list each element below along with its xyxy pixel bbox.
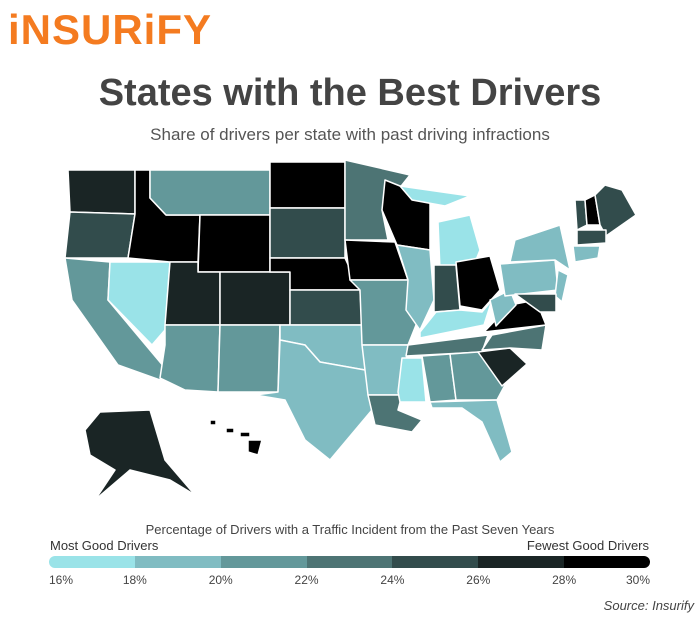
state-NM: [217, 324, 281, 393]
state-shape-NJ: [554, 269, 569, 303]
state-IN: [433, 264, 461, 313]
state-MS: [397, 357, 427, 403]
source-note: Source: Insurify: [603, 598, 694, 613]
legend-bin-24-26%: [392, 556, 479, 568]
state-FL: [429, 399, 513, 463]
state-shape-KY: [419, 299, 493, 339]
state-shape-GA: [449, 351, 506, 401]
state-ME: [594, 184, 637, 237]
legend-tick: 18%: [122, 573, 147, 587]
state-AK: [84, 409, 196, 501]
state-CT: [572, 245, 601, 263]
state-shape-WV: [489, 289, 517, 327]
state-shape-ND: [269, 161, 346, 209]
state-NC: [481, 324, 547, 351]
state-MI: [399, 185, 481, 271]
state-shape-HI: [247, 439, 263, 456]
state-shape-HI: [225, 427, 235, 434]
legend-tick: 24%: [380, 573, 405, 587]
state-WV: [489, 289, 517, 327]
state-shape-MI: [399, 185, 471, 207]
state-PA: [499, 259, 559, 297]
state-shape-IN: [433, 264, 461, 313]
state-shape-MT: [149, 169, 271, 216]
legend-tick: 26%: [466, 573, 491, 587]
state-NV: [107, 261, 171, 346]
state-shape-WY: [197, 214, 271, 273]
legend-bin-16-18%: [49, 556, 135, 568]
state-shape-AK: [84, 409, 196, 501]
legend-left-label: Most Good Drivers: [50, 538, 159, 553]
us-choropleth-map: [64, 159, 637, 501]
state-HI: [209, 419, 263, 456]
legend-color-bar: [49, 556, 650, 568]
legend-tick: 30%: [625, 573, 650, 587]
state-ND: [269, 161, 346, 209]
state-shape-CT: [572, 245, 601, 263]
legend-bin-26-28%: [478, 556, 565, 568]
page-subtitle: Share of drivers per state with past dri…: [150, 125, 550, 144]
state-shape-WA: [67, 169, 136, 215]
state-MD: [514, 293, 557, 313]
legend-bin-18-20%: [134, 556, 221, 568]
state-shape-UT: [164, 261, 221, 326]
state-MA: [576, 229, 607, 246]
state-shape-MD: [514, 293, 557, 313]
state-shape-FL: [429, 399, 513, 463]
page-title: States with the Best Drivers: [98, 72, 602, 114]
state-IL: [396, 244, 435, 331]
state-shape-MS: [397, 357, 427, 403]
legend-tick: 22%: [294, 573, 319, 587]
state-shape-SD: [269, 207, 346, 259]
insurify-logo: iNSURiFY: [8, 6, 213, 53]
legend-tick: 16%: [49, 573, 74, 587]
state-CO: [219, 271, 291, 326]
legend-bin-22-24%: [306, 556, 393, 568]
state-MN: [344, 159, 411, 241]
state-shape-ME: [594, 184, 637, 237]
state-WA: [67, 169, 136, 215]
state-KS: [289, 289, 363, 326]
state-SD: [269, 207, 346, 259]
state-shape-NV: [107, 261, 171, 346]
state-TX: [254, 339, 376, 461]
state-shape-MN: [344, 159, 411, 241]
legend-ticks: 16% 18% 20% 22% 24% 26% 28% 30%: [49, 573, 650, 589]
legend-tick: 20%: [208, 573, 233, 587]
state-shape-TX: [254, 339, 376, 461]
state-shape-OR: [64, 211, 136, 259]
state-UT: [164, 261, 221, 326]
state-NY: [509, 224, 571, 271]
legend-tick: 28%: [552, 573, 577, 587]
state-shape-KS: [289, 289, 363, 326]
state-NJ: [554, 269, 569, 303]
state-GA: [449, 351, 506, 401]
state-shape-MA: [576, 229, 607, 246]
state-shape-PA: [499, 259, 559, 297]
state-WY: [197, 214, 271, 273]
state-shape-NM: [217, 324, 281, 393]
state-shape-HI: [209, 419, 217, 426]
legend-right-label: Fewest Good Drivers: [526, 538, 649, 553]
legend-title: Percentage of Drivers with a Traffic Inc…: [145, 522, 555, 537]
state-AZ: [159, 324, 221, 393]
state-shape-NC: [481, 324, 547, 351]
state-shape-IL: [396, 244, 435, 331]
state-MT: [149, 169, 271, 216]
legend-bin-28-30%: [564, 556, 650, 568]
state-shape-NY: [509, 224, 571, 271]
state-OR: [64, 211, 136, 259]
state-shape-CO: [219, 271, 291, 326]
state-shape-HI: [239, 431, 251, 438]
state-shape-AZ: [159, 324, 221, 393]
state-KY: [419, 299, 493, 339]
legend-bin-20-22%: [220, 556, 307, 568]
